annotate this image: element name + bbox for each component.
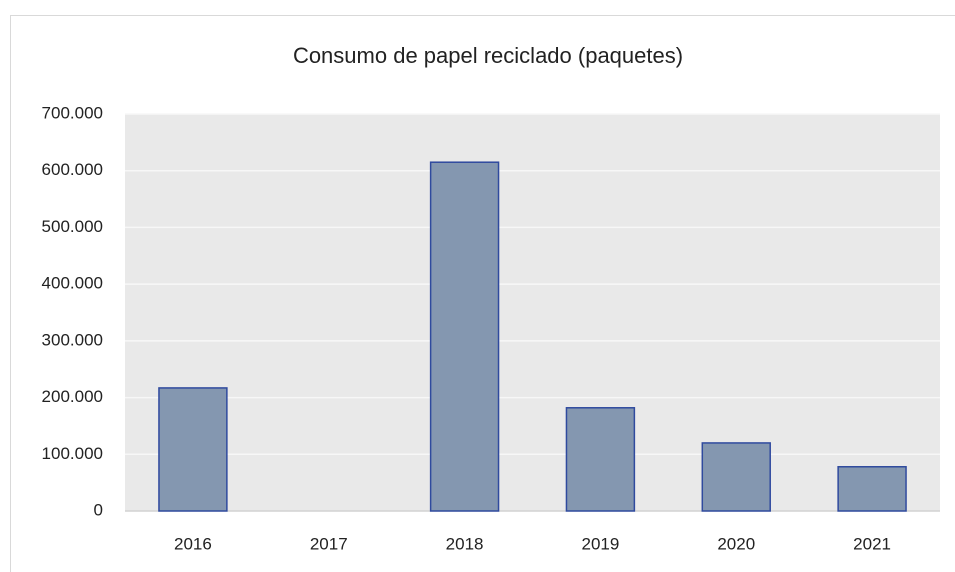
x-tick-label: 2021 [853,534,891,553]
y-tick-label: 400.000 [42,274,103,293]
bar [701,442,771,512]
bar [565,407,636,512]
bar [158,387,228,512]
bar [429,161,500,512]
y-tick-label: 100.000 [42,444,103,463]
y-tick-label: 600.000 [42,160,103,179]
y-tick-label: 300.000 [42,330,103,349]
bar [837,466,907,512]
y-tick-label: 0 [94,500,103,519]
y-tick-label: 200.000 [42,387,103,406]
y-tick-label: 700.000 [42,103,103,122]
x-tick-label: 2020 [717,534,755,553]
x-tick-label: 2019 [582,534,620,553]
chart-title: Consumo de papel reciclado (paquetes) [293,43,683,68]
x-tick-label: 2016 [174,534,212,553]
y-tick-label: 500.000 [42,217,103,236]
x-tick-label: 2017 [310,534,348,553]
x-tick-label: 2018 [446,534,484,553]
plot-area [125,114,940,511]
